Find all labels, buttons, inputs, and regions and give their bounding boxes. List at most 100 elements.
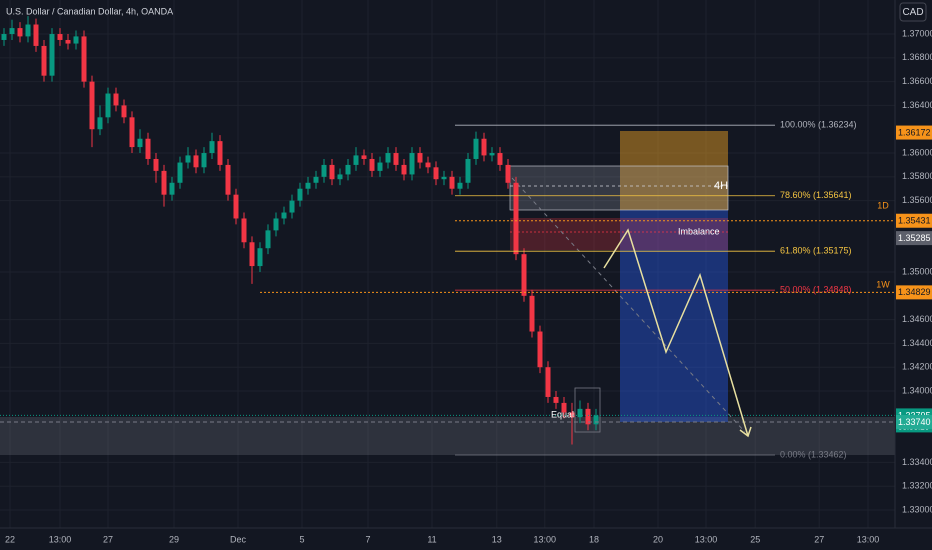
price-tag [896,414,932,429]
candle-body [1,34,7,40]
candle-body [17,28,23,37]
candle-body [361,155,367,159]
candle-body [409,153,415,175]
candle-body [89,81,95,130]
candle-body [249,242,255,267]
currency-button[interactable] [899,2,927,22]
price-tag-label: 1.33740 [898,417,931,427]
candle-body [569,412,575,418]
candle-body [329,164,335,180]
candle-body [505,164,511,183]
x-tick-label: 29 [169,534,179,544]
short-risk-box [620,131,728,210]
candle-body [377,162,383,171]
candle-body [545,367,551,397]
candle-body [529,295,535,332]
candle-body [369,158,375,171]
grid [0,0,895,528]
candle-body [177,162,183,183]
y-tick-label: 1.33200 [902,481,932,491]
candle-body [465,158,471,183]
candle-body [281,212,287,219]
equal-lows-label: Equal [551,409,574,419]
trend-line [511,177,746,433]
candle-body [265,230,271,249]
price-tag [896,285,932,300]
candle-body [497,153,503,165]
fib-label: 50.00% (1.34848) [780,284,852,294]
candle-body [313,176,319,183]
candle-body [57,34,63,40]
candle-body [337,174,343,180]
price-tags: 1.361721.354311.352851.348291.3379503:53… [896,125,932,433]
candle-body [137,138,143,148]
candle-body [513,182,519,255]
price-axis [895,0,932,550]
candle-body [297,188,303,201]
candle-body [185,155,191,163]
candle-body [257,248,263,267]
imbalance-label: Imbalance [678,226,720,236]
candle-body [417,153,423,163]
candle-body [241,218,247,243]
candle-body [129,117,135,148]
candle-body [73,36,79,44]
x-tick-label: 13 [492,534,502,544]
y-tick-label: 1.37000 [902,28,932,38]
candle-body [457,182,463,189]
candle-body [473,138,479,159]
currency-label[interactable]: CAD [902,7,923,18]
axes: 1.37000 1.36800 1.36600 1.36400 1.36000 1.358… [5,28,932,544]
candle-body [105,93,111,118]
overlay: 100.00% (1.36234) 78.60% (1.35641) 61.80% … [0,120,895,459]
price-tag [896,125,932,140]
x-tick-label: Dec [230,534,247,544]
y-tick-label: 1.33400 [902,457,932,467]
equal-lows-box [574,387,601,433]
x-tick-label: 11 [427,534,436,544]
y-tick-label: 1.35800 [902,171,932,181]
weekly-label: 1W [876,279,890,289]
y-tick-label: 1.34600 [902,314,932,324]
candle-body [65,39,71,44]
candle-body [161,170,167,195]
x-tick-label: 22 [5,534,15,544]
candle-body [289,200,295,213]
candle-body [97,117,103,130]
fib-label: 0.00% (1.33462) [780,449,847,459]
projection-arrowhead [739,426,752,438]
candle-body [233,194,239,219]
candle-body [441,176,447,180]
price-tag [896,213,932,228]
candle-body [585,408,591,425]
y-tick-label: 1.36600 [902,76,932,86]
candle-body [353,155,359,165]
candle-body [81,36,87,82]
support-zone [0,417,895,455]
candle-body [449,176,455,189]
x-tick-label: 25 [750,534,760,544]
price-tag-label: 1.36172 [898,127,931,137]
candle-body [225,164,231,195]
candle-body [201,153,207,168]
y-tick-label: 1.36800 [902,52,932,62]
y-tick-label: 1.36400 [902,100,932,110]
x-tick-label: 20 [653,534,663,544]
price-tag-label: 1.35285 [898,233,931,243]
x-tick-label: 27 [103,534,113,544]
candle-body [49,34,55,76]
x-tick-label: 13:00 [695,534,718,544]
h4-label: 4H [714,180,728,192]
candle-body [33,24,39,46]
candle-body [153,158,159,171]
h4-zone [509,165,729,211]
y-tick-label: 1.34000 [902,385,932,395]
candle-body [401,164,407,175]
x-tick-label: 13:00 [49,534,72,544]
y-tick-label: 1.33000 [902,504,932,514]
x-tick-label: 18 [589,534,599,544]
candle-body [217,141,223,165]
candle-body [577,408,583,418]
